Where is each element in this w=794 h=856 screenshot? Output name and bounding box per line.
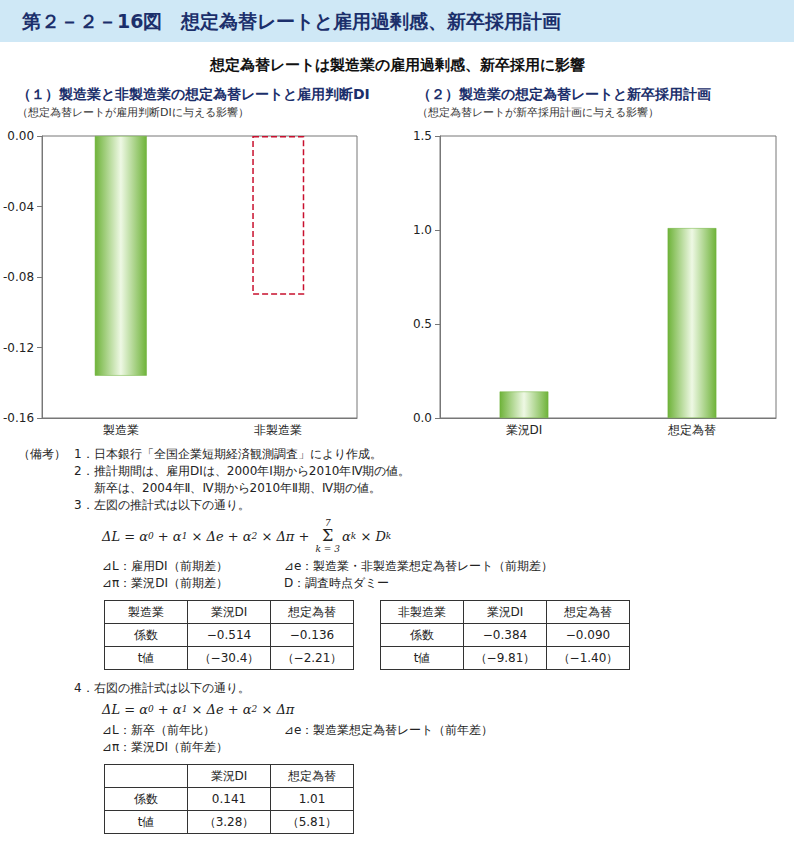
- html-text:ΔL = α0+ α1× Δe + α2× Δπ: ΔL = α0+ α1× Δe + α2× Δπ: [102, 702, 295, 717]
- html-text:Σ: Σ: [322, 526, 334, 545]
- html-text:−0.136: −0.136: [289, 627, 335, 642]
- html-text:t値: t値: [413, 650, 431, 665]
- html-text:−0.514: −0.514: [206, 627, 252, 642]
- svg-text:0.5: 0.5: [413, 317, 432, 331]
- html-text:⊿e：製造業想定為替レート（前年差）: ⊿e：製造業想定為替レート（前年差）: [284, 723, 494, 737]
- html-text:業況DI: 業況DI: [210, 768, 248, 783]
- html-text:係数: 係数: [134, 627, 158, 642]
- svg-text:1.5: 1.5: [413, 129, 432, 143]
- svg-text:-0.12: -0.12: [3, 341, 34, 355]
- html-text:係数: 係数: [410, 627, 434, 642]
- html-text:想定為替: 想定為替: [564, 604, 612, 619]
- html-text:（−30.4）: （−30.4）: [198, 650, 260, 665]
- svg-text:業況DI: 業況DI: [506, 423, 543, 437]
- html-text:製造業: 製造業: [128, 604, 164, 619]
- svg-text:非製造業: 非製造業: [254, 423, 302, 437]
- html-text:想定為替: 想定為替: [288, 604, 336, 619]
- svg-text:-0.08: -0.08: [3, 270, 34, 284]
- html-text:⊿π：業況DI（前年差）: ⊿π：業況DI（前年差）: [102, 740, 229, 754]
- html-text:t値: t値: [137, 814, 155, 829]
- html-text:業況DI: 業況DI: [210, 604, 248, 619]
- html-text:ΔL = α0+ α1× Δe + α2× Δπ +: ΔL = α0+ α1× Δe + α2× Δπ +: [102, 528, 314, 544]
- html-text:⊿e：製造業・非製造業想定為替レート（前期差）: ⊿e：製造業・非製造業想定為替レート（前期差）: [284, 559, 554, 573]
- svg-text:1.0: 1.0: [413, 223, 432, 237]
- html-text:新卒は、2004年Ⅱ、Ⅳ期から2010年Ⅱ期、Ⅳ期の値。: 新卒は、2004年Ⅱ、Ⅳ期から2010年Ⅱ期、Ⅳ期の値。: [94, 481, 381, 495]
- html-text:−0.090: −0.090: [565, 627, 611, 642]
- svg-text:（２）製造業の想定為替レートと新卒採用計画: （２）製造業の想定為替レートと新卒採用計画: [417, 86, 711, 102]
- html-text:（−2.21）: （−2.21）: [281, 650, 343, 665]
- html-text:k = 3: k = 3: [315, 544, 340, 554]
- svg-text:-0.16: -0.16: [3, 411, 34, 425]
- html-text:業況DI: 業況DI: [486, 604, 524, 619]
- html-text:（−1.40）: （−1.40）: [557, 650, 619, 665]
- html-text:想定為替レートは製造業の雇用過剰感、新卒採用に影響: 想定為替レートは製造業の雇用過剰感、新卒採用に影響: [209, 56, 585, 74]
- svg-text:（１）製造業と非製造業の想定為替レートと雇用判断DI: （１）製造業と非製造業の想定為替レートと雇用判断DI: [17, 86, 370, 102]
- html-text:D：調査時点ダミー: D：調査時点ダミー: [284, 576, 390, 590]
- html-text:（5.81）: （5.81）: [286, 814, 338, 829]
- html-text:4．右図の推計式は以下の通り。: 4．右図の推計式は以下の通り。: [74, 681, 250, 695]
- svg-text:0.0: 0.0: [413, 411, 432, 425]
- html-text:⊿π：業況DI（前期差）: ⊿π：業況DI（前期差）: [102, 576, 229, 590]
- html-text:t値: t値: [137, 650, 155, 665]
- svg-text:（想定為替レートが雇用判断DIに与える影響）: （想定為替レートが雇用判断DIに与える影響）: [17, 106, 249, 119]
- svg-text:（想定為替レートが新卒採用計画に与える影響）: （想定為替レートが新卒採用計画に与える影響）: [417, 106, 659, 119]
- html-text:第２－２－16図 想定為替レートと雇用過剰感、新卒採用計画: 第２－２－16図 想定為替レートと雇用過剰感、新卒採用計画: [22, 10, 562, 32]
- html-text:1.01: 1.01: [298, 791, 326, 806]
- html-text:1．日本銀行「全国企業短期経済観測調査」により作成。: 1．日本銀行「全国企業短期経済観測調査」により作成。: [74, 447, 382, 461]
- svg-text:0.00: 0.00: [7, 129, 34, 143]
- html-text:（備考）: （備考）: [18, 447, 66, 461]
- html-text:0.141: 0.141: [211, 791, 247, 806]
- svg-text:想定為替: 想定為替: [667, 423, 716, 437]
- svg-text:製造業: 製造業: [103, 423, 139, 437]
- html-text:7: 7: [324, 518, 331, 528]
- html-text:αk× Dk: αk× Dk: [342, 528, 392, 544]
- html-text:3．左図の推計式は以下の通り。: 3．左図の推計式は以下の通り。: [74, 498, 250, 512]
- html-text:−0.384: −0.384: [482, 627, 528, 642]
- html-text:（−9.81）: （−9.81）: [474, 650, 536, 665]
- html-text:（3.28）: （3.28）: [203, 814, 255, 829]
- html-text:⊿L：雇用DI（前期差）: ⊿L：雇用DI（前期差）: [102, 559, 228, 573]
- html-text:想定為替: 想定為替: [288, 768, 336, 783]
- html-text:係数: 係数: [134, 791, 158, 806]
- html-text:⊿L：新卒（前年比）: ⊿L：新卒（前年比）: [102, 723, 215, 737]
- html-text:非製造業: 非製造業: [398, 604, 446, 619]
- svg-text:-0.04: -0.04: [3, 200, 34, 214]
- html-text:2．推計期間は、雇用DIは、2000年Ⅰ期から2010年Ⅳ期: 2．推計期間は、雇用DIは、2000年Ⅰ期から2010年Ⅳ期の値。: [74, 464, 411, 478]
